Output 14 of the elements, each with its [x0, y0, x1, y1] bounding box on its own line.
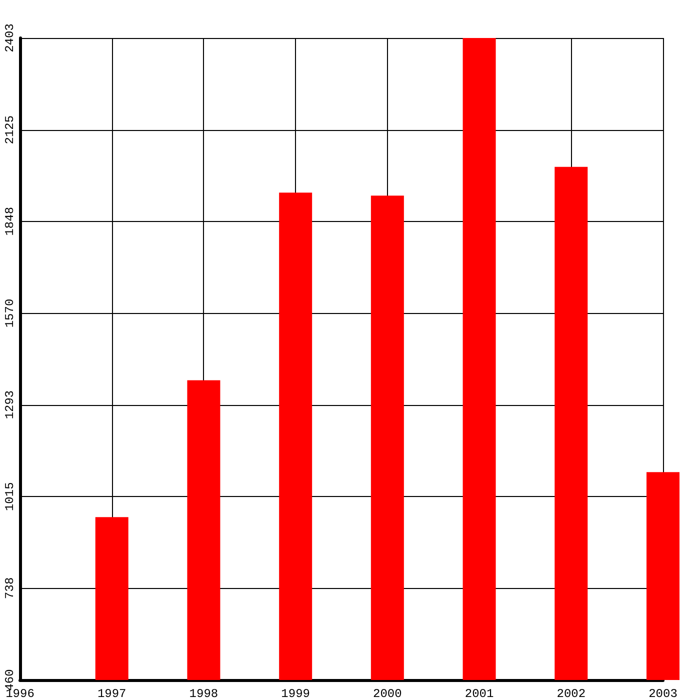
y-tick-label: 1570 — [3, 298, 17, 328]
y-tick-label: 1015 — [3, 482, 17, 512]
y-tick-label: 2403 — [3, 24, 17, 52]
y-tick-label: 1848 — [3, 206, 17, 236]
x-tick-label: 1998 — [189, 687, 218, 700]
y-tick-label: 738 — [3, 577, 17, 599]
x-tick-label: 2003 — [648, 687, 678, 700]
x-tick-label: 2002 — [556, 687, 586, 700]
x-tick-label: 2001 — [464, 687, 494, 700]
y-tick-label: 1293 — [3, 390, 17, 420]
x-tick-label: 2000 — [373, 687, 402, 700]
x-tick-label: 1997 — [97, 687, 126, 700]
y-tick-label: 2125 — [3, 115, 17, 144]
x-tick-label: 1999 — [281, 687, 310, 700]
